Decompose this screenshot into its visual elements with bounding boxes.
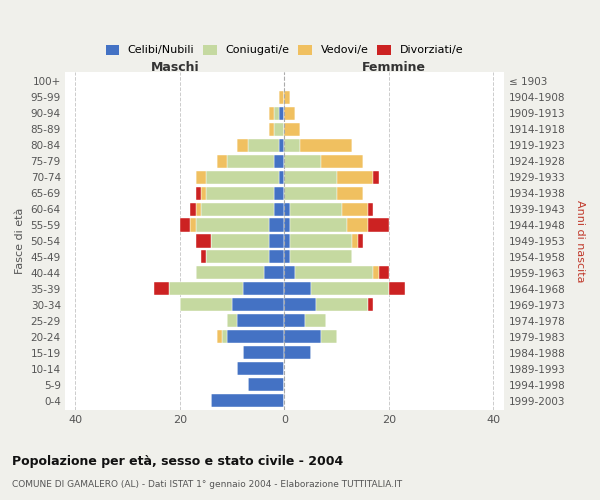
Bar	[352, 234, 358, 248]
Bar	[180, 218, 190, 232]
Bar	[232, 298, 284, 312]
Bar	[227, 330, 284, 344]
Bar	[284, 122, 300, 136]
Text: Femmine: Femmine	[362, 61, 426, 74]
Bar	[290, 250, 352, 264]
Bar	[201, 202, 274, 215]
Bar	[300, 138, 352, 152]
Bar	[311, 282, 389, 296]
Bar	[169, 282, 242, 296]
Bar	[206, 250, 269, 264]
Bar	[347, 218, 368, 232]
Bar	[284, 170, 337, 183]
Bar	[284, 298, 316, 312]
Bar	[242, 346, 284, 359]
Bar	[284, 250, 290, 264]
Bar	[217, 330, 222, 344]
Bar	[196, 218, 269, 232]
Bar	[290, 218, 347, 232]
Bar	[284, 234, 290, 248]
Bar	[201, 186, 206, 200]
Bar	[316, 298, 368, 312]
Bar	[248, 138, 279, 152]
Bar	[238, 362, 284, 375]
Bar	[321, 330, 337, 344]
Bar	[284, 91, 290, 104]
Bar	[196, 266, 263, 280]
Bar	[227, 154, 274, 168]
Bar	[284, 314, 305, 328]
Bar	[196, 186, 201, 200]
Bar	[263, 266, 284, 280]
Bar	[284, 138, 300, 152]
Bar	[290, 234, 352, 248]
Bar	[284, 282, 311, 296]
Bar	[274, 106, 279, 120]
Bar	[373, 266, 379, 280]
Bar	[196, 202, 201, 215]
Bar	[196, 170, 206, 183]
Bar	[337, 186, 363, 200]
Bar	[279, 138, 284, 152]
Bar	[337, 170, 373, 183]
Bar	[373, 170, 379, 183]
Bar	[248, 378, 284, 391]
Bar	[284, 346, 311, 359]
Bar	[222, 330, 227, 344]
Bar	[190, 218, 196, 232]
Bar	[290, 202, 342, 215]
Bar	[284, 186, 337, 200]
Bar	[196, 234, 211, 248]
Bar	[269, 250, 284, 264]
Bar	[269, 106, 274, 120]
Bar	[284, 106, 295, 120]
Bar	[368, 298, 373, 312]
Bar	[238, 314, 284, 328]
Bar	[274, 154, 284, 168]
Bar	[211, 394, 284, 407]
Bar	[206, 186, 274, 200]
Bar	[321, 154, 363, 168]
Bar	[190, 202, 196, 215]
Bar	[238, 138, 248, 152]
Bar	[379, 266, 389, 280]
Bar	[274, 186, 284, 200]
Bar	[389, 282, 404, 296]
Bar	[211, 234, 269, 248]
Bar	[368, 218, 389, 232]
Y-axis label: Fasce di età: Fasce di età	[15, 208, 25, 274]
Bar	[279, 106, 284, 120]
Bar	[217, 154, 227, 168]
Bar	[284, 266, 295, 280]
Bar	[154, 282, 169, 296]
Bar	[368, 202, 373, 215]
Bar	[279, 170, 284, 183]
Text: Popolazione per età, sesso e stato civile - 2004: Popolazione per età, sesso e stato civil…	[12, 455, 343, 468]
Bar	[295, 266, 373, 280]
Legend: Celibi/Nubili, Coniugati/e, Vedovi/e, Divorziati/e: Celibi/Nubili, Coniugati/e, Vedovi/e, Di…	[101, 40, 468, 60]
Bar	[269, 218, 284, 232]
Bar	[284, 218, 290, 232]
Bar	[274, 202, 284, 215]
Bar	[279, 91, 284, 104]
Bar	[269, 122, 274, 136]
Bar	[358, 234, 363, 248]
Bar	[284, 202, 290, 215]
Text: COMUNE DI GAMALERO (AL) - Dati ISTAT 1° gennaio 2004 - Elaborazione TUTTITALIA.I: COMUNE DI GAMALERO (AL) - Dati ISTAT 1° …	[12, 480, 402, 489]
Bar	[242, 282, 284, 296]
Bar	[269, 234, 284, 248]
Bar	[284, 154, 321, 168]
Bar	[206, 170, 279, 183]
Bar	[342, 202, 368, 215]
Bar	[201, 250, 206, 264]
Bar	[180, 298, 232, 312]
Bar	[227, 314, 238, 328]
Y-axis label: Anni di nascita: Anni di nascita	[575, 200, 585, 282]
Bar	[274, 122, 284, 136]
Bar	[284, 330, 321, 344]
Text: Maschi: Maschi	[151, 61, 199, 74]
Bar	[305, 314, 326, 328]
